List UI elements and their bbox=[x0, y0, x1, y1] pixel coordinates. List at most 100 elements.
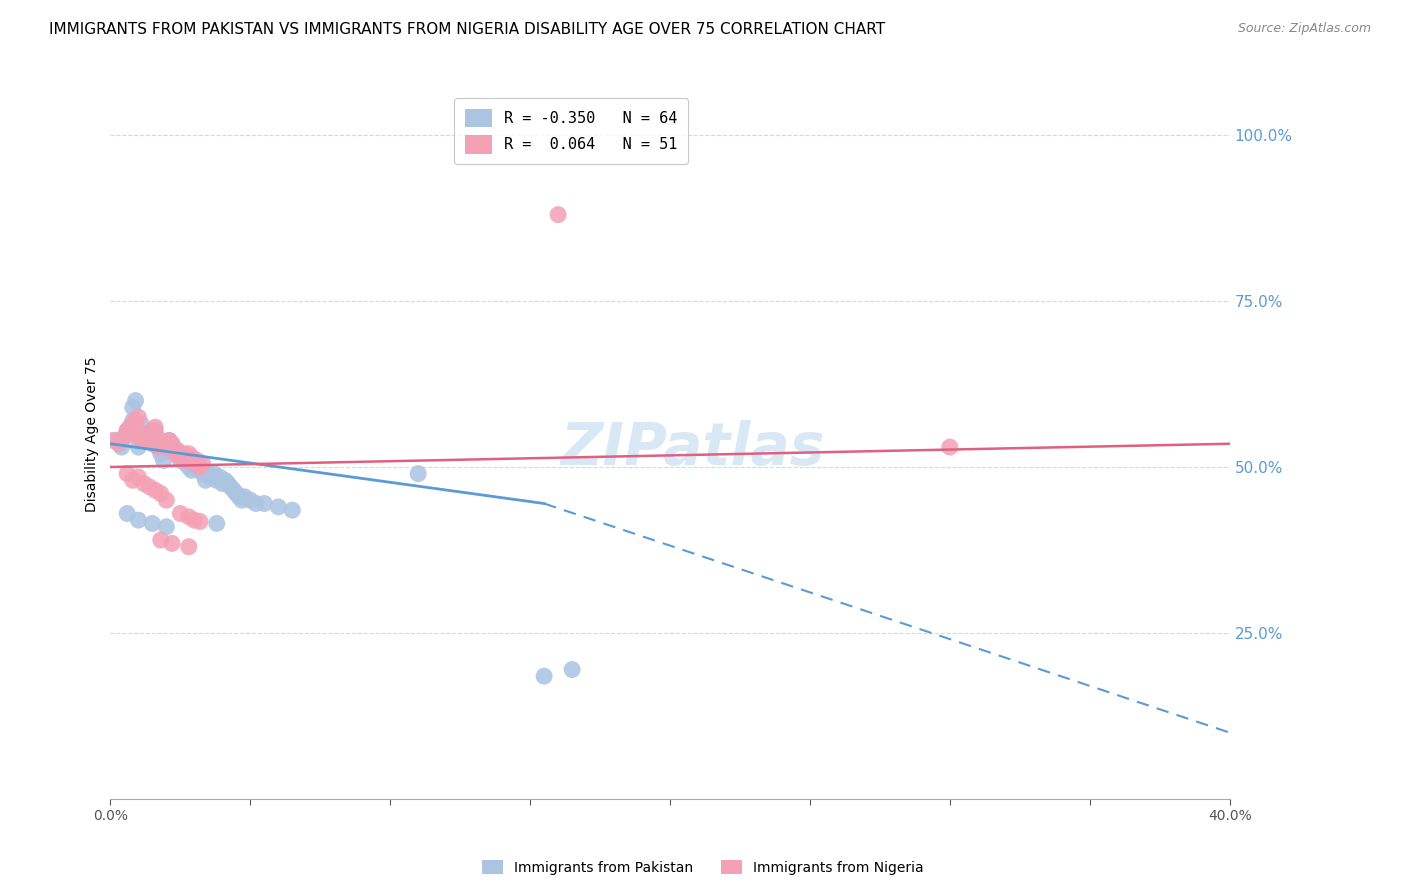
Point bbox=[121, 473, 143, 487]
Point bbox=[129, 417, 152, 431]
Point bbox=[939, 440, 962, 454]
Point bbox=[152, 436, 174, 450]
Point bbox=[157, 434, 180, 448]
Point bbox=[149, 434, 172, 448]
Point bbox=[547, 208, 569, 222]
Point bbox=[160, 536, 183, 550]
Point bbox=[121, 413, 143, 427]
Point bbox=[194, 473, 217, 487]
Point bbox=[141, 424, 163, 438]
Point bbox=[143, 430, 166, 444]
Text: IMMIGRANTS FROM PAKISTAN VS IMMIGRANTS FROM NIGERIA DISABILITY AGE OVER 75 CORRE: IMMIGRANTS FROM PAKISTAN VS IMMIGRANTS F… bbox=[49, 22, 886, 37]
Point bbox=[233, 490, 256, 504]
Point bbox=[533, 669, 555, 683]
Point bbox=[143, 424, 166, 438]
Point bbox=[141, 430, 163, 444]
Point bbox=[149, 447, 172, 461]
Point bbox=[267, 500, 290, 514]
Point bbox=[225, 486, 247, 500]
Point bbox=[118, 420, 141, 434]
Point bbox=[183, 460, 205, 475]
Text: ZIPatlas: ZIPatlas bbox=[560, 420, 825, 477]
Point bbox=[110, 440, 132, 454]
Point bbox=[149, 486, 172, 500]
Point bbox=[205, 516, 228, 531]
Point bbox=[132, 434, 155, 448]
Point bbox=[127, 470, 149, 484]
Point bbox=[103, 434, 125, 448]
Point bbox=[124, 393, 146, 408]
Point bbox=[183, 457, 205, 471]
Point bbox=[127, 513, 149, 527]
Point bbox=[174, 453, 197, 467]
Point bbox=[186, 457, 208, 471]
Point bbox=[115, 507, 138, 521]
Point bbox=[231, 493, 253, 508]
Point bbox=[200, 470, 222, 484]
Point bbox=[135, 430, 157, 444]
Point bbox=[152, 453, 174, 467]
Point bbox=[135, 426, 157, 441]
Point bbox=[141, 516, 163, 531]
Point bbox=[177, 509, 200, 524]
Point bbox=[188, 460, 211, 475]
Point bbox=[127, 440, 149, 454]
Point bbox=[129, 434, 152, 448]
Point bbox=[177, 447, 200, 461]
Point bbox=[143, 420, 166, 434]
Point bbox=[127, 424, 149, 438]
Point bbox=[222, 483, 245, 498]
Point bbox=[219, 480, 242, 494]
Point bbox=[132, 476, 155, 491]
Point bbox=[172, 447, 194, 461]
Point bbox=[174, 457, 197, 471]
Point bbox=[155, 493, 177, 508]
Point bbox=[169, 507, 191, 521]
Point bbox=[169, 450, 191, 464]
Point bbox=[166, 443, 188, 458]
Text: Source: ZipAtlas.com: Source: ZipAtlas.com bbox=[1237, 22, 1371, 36]
Point bbox=[138, 434, 160, 448]
Point bbox=[121, 401, 143, 415]
Point bbox=[155, 520, 177, 534]
Point bbox=[188, 463, 211, 477]
Point bbox=[127, 430, 149, 444]
Point bbox=[105, 434, 128, 448]
Point bbox=[166, 447, 188, 461]
Point bbox=[155, 440, 177, 454]
Point bbox=[143, 483, 166, 498]
Point bbox=[127, 430, 149, 444]
Point bbox=[177, 453, 200, 467]
Point bbox=[141, 436, 163, 450]
Point bbox=[211, 476, 233, 491]
Point bbox=[157, 434, 180, 448]
Point bbox=[281, 503, 304, 517]
Point bbox=[112, 430, 135, 444]
Point bbox=[217, 476, 239, 491]
Point bbox=[163, 447, 186, 461]
Point bbox=[112, 430, 135, 444]
Point bbox=[172, 450, 194, 464]
Point bbox=[138, 434, 160, 448]
Point bbox=[197, 467, 219, 481]
Point bbox=[177, 540, 200, 554]
Y-axis label: Disability Age Over 75: Disability Age Over 75 bbox=[86, 356, 100, 511]
Point bbox=[143, 426, 166, 441]
Point bbox=[253, 496, 276, 510]
Legend: R = -0.350   N = 64, R =  0.064   N = 51: R = -0.350 N = 64, R = 0.064 N = 51 bbox=[454, 98, 689, 164]
Point bbox=[239, 493, 262, 508]
Point bbox=[169, 453, 191, 467]
Point bbox=[406, 467, 429, 481]
Point bbox=[115, 424, 138, 438]
Point bbox=[188, 515, 211, 529]
Point bbox=[115, 467, 138, 481]
Point bbox=[160, 436, 183, 450]
Point bbox=[191, 457, 214, 471]
Point bbox=[202, 467, 225, 481]
Point bbox=[127, 410, 149, 425]
Point bbox=[132, 426, 155, 441]
Point bbox=[177, 460, 200, 475]
Point bbox=[214, 473, 236, 487]
Point bbox=[245, 496, 267, 510]
Point bbox=[561, 663, 583, 677]
